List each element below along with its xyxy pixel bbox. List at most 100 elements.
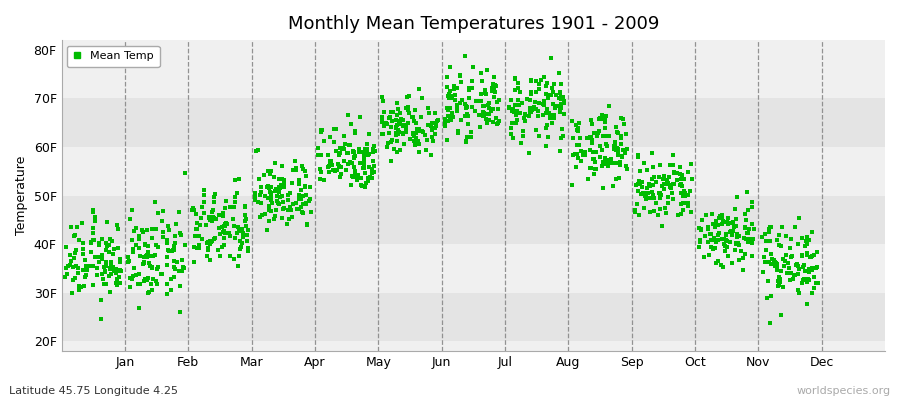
Point — [464, 85, 479, 91]
Point — [406, 113, 420, 120]
Point — [620, 166, 634, 172]
Point — [155, 271, 169, 278]
Point — [428, 121, 443, 128]
Point — [645, 175, 660, 182]
Point — [238, 212, 253, 218]
Point — [666, 180, 680, 187]
Point — [505, 120, 519, 126]
Point — [172, 209, 186, 216]
Point — [273, 194, 287, 200]
Point — [735, 267, 750, 274]
Point — [588, 166, 602, 173]
Point — [66, 264, 80, 270]
Point — [354, 175, 368, 182]
Point — [631, 152, 645, 159]
Point — [396, 123, 410, 130]
Point — [288, 164, 302, 171]
Point — [764, 224, 778, 230]
Point — [298, 168, 312, 174]
Point — [506, 106, 520, 112]
Point — [288, 157, 302, 164]
Point — [185, 204, 200, 211]
Point — [292, 206, 307, 212]
Point — [545, 120, 560, 126]
Point — [450, 105, 464, 112]
Point — [374, 131, 389, 137]
Point — [86, 237, 100, 243]
Point — [775, 224, 789, 230]
Point — [725, 219, 740, 225]
Point — [262, 203, 276, 210]
Point — [190, 245, 204, 251]
Point — [112, 267, 127, 273]
Point — [564, 118, 579, 125]
Point — [554, 101, 569, 108]
Point — [110, 276, 124, 282]
Point — [327, 138, 341, 145]
Point — [663, 162, 678, 168]
Point — [454, 116, 468, 123]
Point — [321, 164, 336, 170]
Point — [694, 226, 708, 233]
Point — [572, 128, 586, 134]
Point — [789, 262, 804, 268]
Point — [98, 269, 112, 275]
Point — [136, 261, 150, 268]
Point — [94, 256, 109, 262]
Point — [191, 233, 205, 240]
Point — [228, 176, 242, 183]
Point — [652, 190, 667, 196]
Point — [662, 174, 676, 181]
Point — [72, 283, 86, 290]
Point — [202, 216, 217, 223]
Point — [744, 238, 759, 244]
Point — [459, 139, 473, 146]
Point — [593, 154, 608, 160]
Point — [132, 280, 147, 287]
Point — [219, 220, 233, 226]
Point — [428, 110, 443, 116]
Point — [632, 177, 646, 184]
Point — [430, 118, 445, 124]
Point — [774, 242, 788, 249]
Point — [164, 286, 178, 293]
Point — [392, 118, 406, 124]
Point — [614, 140, 628, 147]
Point — [481, 118, 495, 125]
Point — [145, 265, 159, 272]
Point — [169, 221, 184, 227]
Point — [267, 216, 282, 223]
Point — [346, 164, 361, 170]
Point — [539, 110, 554, 116]
Point — [744, 253, 759, 259]
Point — [280, 221, 294, 228]
Point — [510, 116, 525, 123]
Point — [295, 192, 310, 199]
Point — [112, 267, 126, 274]
Point — [382, 130, 396, 136]
Point — [236, 230, 250, 236]
Point — [419, 146, 434, 153]
Point — [462, 84, 476, 91]
Point — [772, 242, 787, 248]
Point — [554, 135, 568, 141]
Point — [272, 201, 286, 207]
Point — [643, 195, 657, 201]
Point — [784, 254, 798, 260]
Point — [218, 221, 232, 228]
Point — [192, 245, 206, 251]
Point — [87, 236, 102, 243]
Point — [657, 186, 671, 192]
Point — [603, 156, 617, 162]
Point — [459, 104, 473, 111]
Point — [756, 269, 770, 276]
Point — [615, 153, 629, 159]
Point — [507, 120, 521, 126]
Point — [481, 120, 495, 126]
Point — [446, 114, 460, 120]
Point — [554, 94, 569, 100]
Point — [400, 107, 415, 113]
Point — [516, 128, 530, 134]
Point — [320, 152, 335, 158]
Point — [440, 105, 454, 112]
